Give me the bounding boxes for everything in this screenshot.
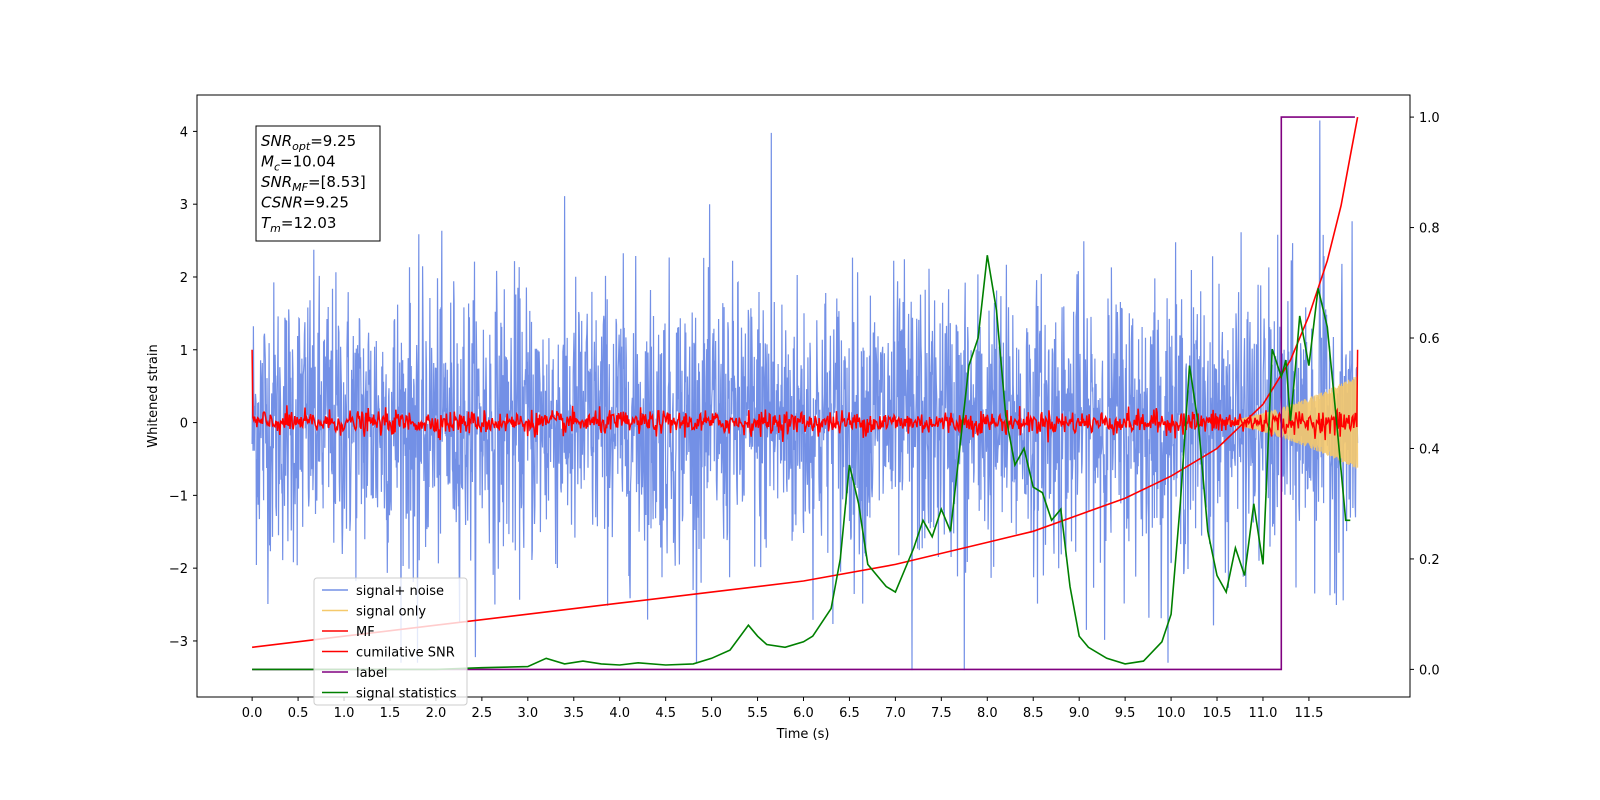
x-tick-label: 6.5 (839, 706, 860, 721)
annotation-frame (255, 125, 381, 242)
annotation-value: =12.03 (281, 214, 337, 232)
x-tick-label: 3.0 (517, 706, 538, 721)
annotation-value: =10.04 (280, 153, 336, 171)
x-tick-label: 11.0 (1248, 706, 1277, 721)
y2-tick-label: 0.0 (1419, 663, 1440, 678)
annotation-value: =9.25 (303, 194, 349, 212)
annotation-line: Mc=10.04 (261, 153, 336, 174)
annotation-line: Tm=12.03 (261, 214, 336, 235)
y-tick-label: −1 (169, 489, 188, 504)
y2-tick-label: 0.8 (1419, 222, 1440, 237)
annotation-line: SNRopt=9.25 (261, 132, 356, 153)
legend-label: MF (356, 625, 375, 640)
annotation-line: SNRMF=[8.53] (261, 173, 366, 194)
x-tick-label: 5.5 (747, 706, 768, 721)
legend-label: signal only (356, 605, 426, 620)
x-tick-label: 8.5 (1023, 706, 1044, 721)
legend-label: cumilative SNR (356, 646, 455, 661)
series-signal-noise (251, 120, 1359, 671)
series-mf (251, 349, 1359, 443)
annotation-variable: T (261, 214, 272, 232)
y-tick-label: 1 (180, 344, 188, 359)
y-tick-label: −2 (169, 562, 188, 577)
y2-tick-label: 1.0 (1419, 111, 1440, 126)
x-tick-label: 1.5 (380, 706, 401, 721)
annotation-variable: M (261, 153, 274, 171)
annotation-line: CSNR=9.25 (261, 194, 349, 212)
x-tick-label: 10.0 (1157, 706, 1186, 721)
x-tick-label: 7.5 (931, 706, 952, 721)
annotation-box: SNRopt=9.25Mc=10.04SNRMF=[8.53]CSNR=9.25… (255, 125, 381, 242)
x-tick-label: 7.0 (885, 706, 906, 721)
series-cumulative-snr (252, 116, 1359, 649)
legend-label: signal statistics (356, 687, 457, 702)
x-tick-label: 9.0 (1069, 706, 1090, 721)
annotation-value: =9.25 (310, 132, 356, 150)
y-tick-label: 0 (180, 417, 188, 432)
x-tick-label: 8.0 (977, 706, 998, 721)
x-tick-label: 9.5 (1115, 706, 1136, 721)
annotation-subscript: opt (292, 140, 311, 153)
axes-layer: 0.0 0.5 1.0 1.5 2.0 2.5 3.0 3.5 4.0 4.5 5.0 5.5 6.0 6… (169, 111, 1440, 721)
annotation-subscript: c (274, 161, 280, 174)
x-tick-label: 1.0 (334, 706, 355, 721)
legend-frame (313, 577, 468, 706)
x-tick-label: 2.0 (426, 706, 447, 721)
x-tick-label: 11.5 (1294, 706, 1323, 721)
y2-tick-label: 0.6 (1419, 332, 1440, 347)
annotation-value: =[8.53] (308, 173, 366, 191)
y-tick-label: 2 (180, 271, 188, 286)
series-layer (251, 116, 1359, 671)
x-tick-label: 6.0 (793, 706, 814, 721)
annotation-variable: SNR (261, 173, 292, 191)
x-tick-label: 3.5 (563, 706, 584, 721)
y2-tick-label: 0.2 (1419, 553, 1440, 568)
y-tick-label: 4 (180, 125, 188, 140)
y-tick-label: 3 (180, 198, 188, 213)
x-tick-label: 4.0 (609, 706, 630, 721)
series-signal-statistics (252, 255, 1351, 671)
x-tick-label: 4.5 (655, 706, 676, 721)
x-tick-label: 2.5 (472, 706, 493, 721)
y-tick-label: −3 (169, 635, 188, 650)
annotation-subscript: MF (292, 181, 308, 194)
y2-tick-label: 0.4 (1419, 442, 1440, 457)
series-label (252, 116, 1355, 671)
legend: signal+ noise signal only MF cumilative SNR… (313, 577, 468, 706)
x-tick-label: 10.5 (1203, 706, 1232, 721)
y-axis-label: Whitened strain (146, 344, 161, 447)
annotation-subscript: m (270, 222, 281, 235)
x-tick-label: 0.5 (288, 706, 309, 721)
x-axis-label: Time (s) (776, 727, 830, 742)
x-tick-label: 5.0 (701, 706, 722, 721)
annotation-variable: SNR (261, 132, 292, 150)
legend-label: label (356, 666, 387, 681)
legend-label: signal+ noise (356, 584, 444, 599)
annotation-variable: CSNR (261, 194, 303, 212)
x-tick-label: 0.0 (242, 706, 263, 721)
